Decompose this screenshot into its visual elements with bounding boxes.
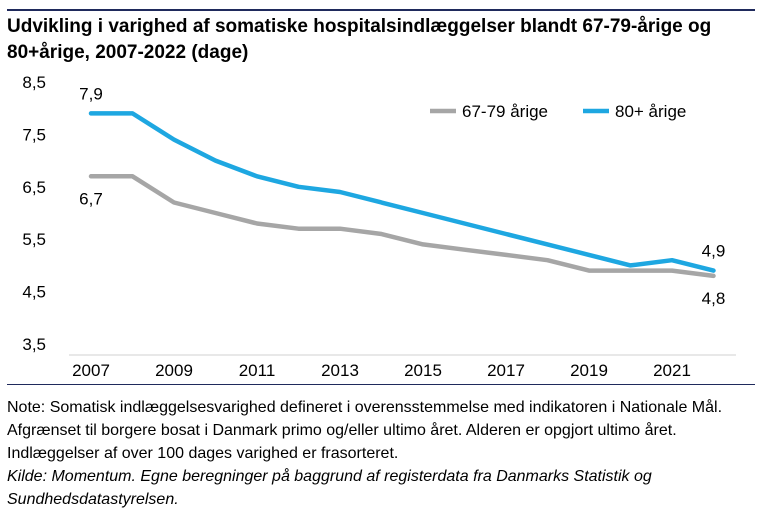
x-tick-label: 2017 bbox=[487, 361, 525, 380]
y-tick-label: 8,5 bbox=[22, 73, 46, 92]
top-rule bbox=[7, 9, 755, 11]
y-tick-label: 3,5 bbox=[22, 335, 46, 354]
data-label-end: 4,8 bbox=[702, 289, 726, 308]
data-label-end: 4,9 bbox=[702, 242, 726, 261]
y-tick-label: 7,5 bbox=[22, 125, 46, 144]
x-tick-label: 2019 bbox=[570, 361, 608, 380]
note-text: Note: Somatisk indlæggelsesvarighed defi… bbox=[7, 399, 723, 462]
chart-title: Udvikling i varighed af somatiske hospit… bbox=[7, 16, 712, 63]
series-line-67-79 bbox=[88, 174, 716, 279]
notes-section: Note: Somatisk indlæggelsesvarighed defi… bbox=[7, 396, 752, 511]
series-line-80plus bbox=[88, 111, 716, 273]
x-tick-label: 2015 bbox=[404, 361, 442, 380]
y-tick-label: 6,5 bbox=[22, 178, 46, 197]
x-tick-label: 2021 bbox=[653, 361, 691, 380]
x-tick-label: 2011 bbox=[239, 361, 276, 380]
line-chart: 8,5 7,5 6,5 5,5 4,5 3,5 2007 2009 2011 2013 2015 2… bbox=[22, 73, 736, 380]
bottom-rule bbox=[7, 384, 755, 385]
legend-label: 80+ årige bbox=[615, 102, 686, 121]
x-tick-label: 2013 bbox=[321, 361, 359, 380]
y-tick-label: 5,5 bbox=[22, 230, 46, 249]
source-text: Kilde: Momentum. Egne beregninger på bag… bbox=[7, 468, 652, 508]
x-tick-label: 2009 bbox=[155, 361, 193, 380]
y-tick-label: 4,5 bbox=[22, 283, 46, 302]
x-tick-label: 2007 bbox=[72, 361, 110, 380]
data-label-start: 7,9 bbox=[79, 84, 103, 103]
data-label-start: 6,7 bbox=[79, 189, 103, 208]
legend-label: 67-79 årige bbox=[462, 102, 548, 121]
